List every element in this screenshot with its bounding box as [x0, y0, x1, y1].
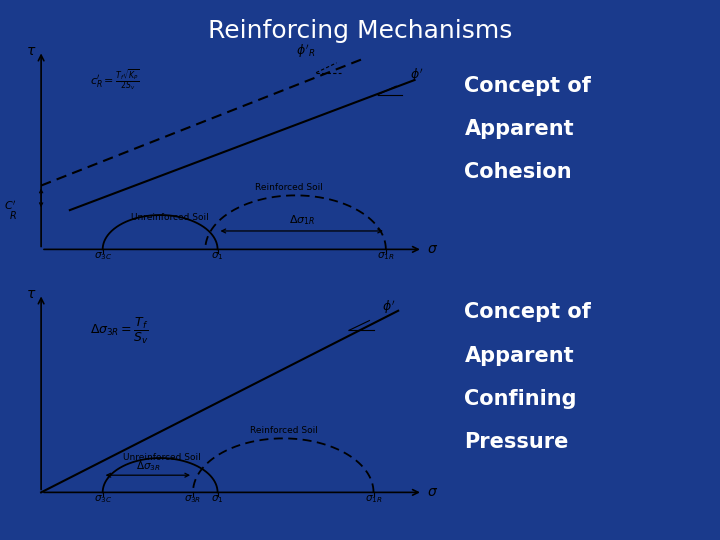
Text: Pressure: Pressure — [464, 432, 569, 452]
Text: $\tau$: $\tau$ — [26, 44, 36, 58]
Text: $\sigma$: $\sigma$ — [428, 242, 438, 256]
Text: Unreinforced Soil: Unreinforced Soil — [123, 454, 201, 462]
Text: $\sigma$: $\sigma$ — [428, 485, 438, 500]
Text: $\sigma_{3C}$: $\sigma_{3C}$ — [94, 493, 112, 505]
Text: $\sigma_{3R}$: $\sigma_{3R}$ — [184, 493, 202, 505]
Text: $\sigma_1$: $\sigma_1$ — [211, 493, 224, 505]
Text: $\sigma_{3C}$: $\sigma_{3C}$ — [94, 250, 112, 262]
Text: $\sigma_{1R}$: $\sigma_{1R}$ — [365, 493, 382, 505]
Text: $\sigma_1$: $\sigma_1$ — [211, 250, 224, 262]
Text: Reinforced Soil: Reinforced Soil — [251, 427, 318, 435]
Text: $c_R' = \frac{T_f\sqrt{K_P}}{2S_v}$: $c_R' = \frac{T_f\sqrt{K_P}}{2S_v}$ — [91, 68, 140, 92]
Text: Concept of: Concept of — [464, 302, 591, 322]
Text: Reinforcing Mechanisms: Reinforcing Mechanisms — [208, 19, 512, 43]
Text: $\tau$: $\tau$ — [26, 287, 36, 301]
Text: $\phi'$: $\phi'$ — [410, 66, 424, 84]
Text: Unreinforced Soil: Unreinforced Soil — [132, 213, 209, 222]
Text: $\Delta\sigma_{1R}$: $\Delta\sigma_{1R}$ — [289, 214, 315, 227]
Text: $\Delta\sigma_{3R} = \dfrac{T_f}{S_v}$: $\Delta\sigma_{3R} = \dfrac{T_f}{S_v}$ — [91, 316, 149, 346]
Text: Apparent: Apparent — [464, 119, 574, 139]
Text: Concept of: Concept of — [464, 76, 591, 96]
Text: Apparent: Apparent — [464, 346, 574, 366]
Text: Confining: Confining — [464, 389, 577, 409]
Text: Reinforced Soil: Reinforced Soil — [255, 184, 323, 192]
Text: $\sigma_{1R}$: $\sigma_{1R}$ — [377, 250, 395, 262]
Text: $C'$: $C'$ — [4, 199, 17, 212]
Text: Cohesion: Cohesion — [464, 162, 572, 182]
Text: $R$: $R$ — [9, 208, 17, 221]
Text: $\Delta\sigma_{3R}$: $\Delta\sigma_{3R}$ — [135, 459, 160, 473]
Text: $\phi'$: $\phi'$ — [382, 298, 395, 316]
Text: $\phi'_R$: $\phi'_R$ — [296, 43, 315, 60]
